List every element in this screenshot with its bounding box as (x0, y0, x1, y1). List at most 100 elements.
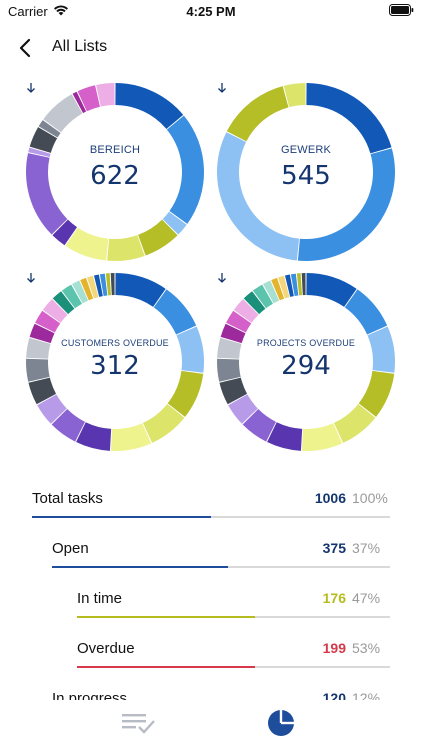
donut-segment (111, 423, 152, 451)
stat-count: 176 (322, 590, 346, 606)
donut-segment (77, 85, 100, 112)
donut-segment (153, 289, 197, 335)
donut-segment (226, 86, 289, 142)
stat-row-in-time[interactable]: In time 176 47% (0, 586, 422, 636)
donut-segment (26, 153, 68, 235)
donut-segment (220, 323, 246, 344)
donut-segment (37, 394, 67, 424)
wifi-icon (54, 5, 68, 16)
stat-label: In time (77, 590, 123, 607)
donut-chart-customers-overdue[interactable]: CUSTOMERS OVERDUE 312 (25, 272, 205, 452)
chart-name: CUSTOMERS OVERDUE (61, 338, 169, 348)
donut-segment (162, 211, 187, 235)
stat-track (32, 516, 390, 518)
clock: 4:25 PM (186, 4, 236, 19)
chart-name: PROJECTS OVERDUE (256, 338, 356, 348)
back-button[interactable] (14, 36, 42, 60)
stat-count: 1006 (314, 490, 346, 506)
stat-fill (52, 566, 228, 568)
donut-segment (107, 235, 145, 261)
donut-segment (28, 377, 57, 405)
donut-segment (243, 291, 266, 315)
donut-chart-bereich[interactable]: BEREICH 622 (25, 82, 205, 262)
donut-segment (290, 273, 299, 296)
stat-row-total-tasks[interactable]: Total tasks 1006 100% (0, 486, 422, 536)
stat-label: Open (52, 540, 89, 557)
donut-segment (283, 83, 306, 108)
donut-segment (233, 299, 259, 323)
donut-segment (367, 326, 395, 373)
stat-count: 199 (322, 640, 346, 656)
donut-chart-projects-overdue[interactable]: PROJECTS OVERDUE 294 (216, 272, 396, 452)
donut-segment (52, 291, 75, 315)
donut-segment (35, 310, 61, 333)
donut-segment (297, 148, 395, 261)
donut-segment (26, 358, 50, 382)
arrow-down-icon (218, 273, 226, 283)
donut-segment (217, 358, 241, 382)
tab-statistics[interactable] (266, 708, 306, 742)
donut-segment (93, 274, 103, 297)
stat-percent: 47% (352, 590, 381, 606)
donut-segment (306, 83, 392, 154)
donut-segment (115, 83, 184, 129)
donut-segment (302, 423, 343, 451)
donut-segment (358, 370, 395, 417)
donut-segment (228, 394, 258, 424)
donut-segment (296, 273, 302, 296)
stat-label: Overdue (77, 640, 135, 657)
tab-tasks[interactable] (120, 708, 160, 742)
stat-row-open[interactable]: Open 375 37% (0, 536, 422, 586)
donut-ring (217, 83, 395, 261)
chart-count: 622 (90, 161, 140, 191)
donut-segment (65, 227, 109, 261)
donut-segment (252, 284, 273, 309)
donut-segment (277, 275, 290, 299)
donut-segment (167, 370, 204, 417)
donut-segment (115, 273, 166, 307)
donut-segment (76, 422, 112, 451)
stat-row-overdue[interactable]: Overdue 199 53% (0, 636, 422, 686)
stat-count: 375 (322, 540, 346, 556)
donut-segment (176, 326, 204, 373)
stat-percent: 37% (352, 540, 381, 556)
donut-segment (26, 337, 51, 359)
chart-count: 294 (281, 351, 331, 381)
donut-segment (61, 284, 82, 309)
donut-segment (333, 403, 376, 443)
stat-label: Total tasks (32, 490, 103, 507)
donut-segment (138, 219, 178, 256)
donut-ring (26, 83, 204, 261)
stat-fill (32, 516, 211, 518)
chart-count: 545 (281, 161, 331, 191)
arrow-down-icon (27, 83, 35, 93)
chevron-left-icon (19, 38, 31, 58)
donut-segment (29, 323, 55, 344)
donut-segment (217, 132, 300, 261)
status-bar: Carrier 4:25 PM (0, 0, 422, 24)
donut-chart-gewerk[interactable]: GEWERK 545 (216, 82, 396, 262)
donut-segment (99, 273, 108, 296)
donut-segment (271, 277, 285, 301)
donut-segment (242, 409, 276, 442)
stat-percent: 53% (352, 640, 381, 656)
donut-segment (38, 120, 61, 138)
donut-segment (52, 219, 78, 246)
donut-segment (43, 94, 83, 133)
donut-segment (142, 403, 185, 443)
stat-track (77, 616, 390, 618)
pie-chart-icon (268, 709, 294, 736)
page-title: All Lists (52, 38, 108, 55)
stat-fill (77, 666, 256, 668)
donut-segment (267, 422, 303, 451)
donut-segment (110, 273, 115, 296)
arrow-down-icon (27, 273, 35, 283)
stat-track (52, 566, 390, 568)
donut-segment (51, 409, 85, 442)
navigation-bar: All Lists (0, 30, 422, 66)
stat-fill (77, 616, 256, 618)
chart-name: GEWERK (280, 144, 332, 156)
tab-bar (0, 700, 422, 750)
donut-segment (217, 337, 242, 359)
donut-segment (28, 147, 51, 157)
